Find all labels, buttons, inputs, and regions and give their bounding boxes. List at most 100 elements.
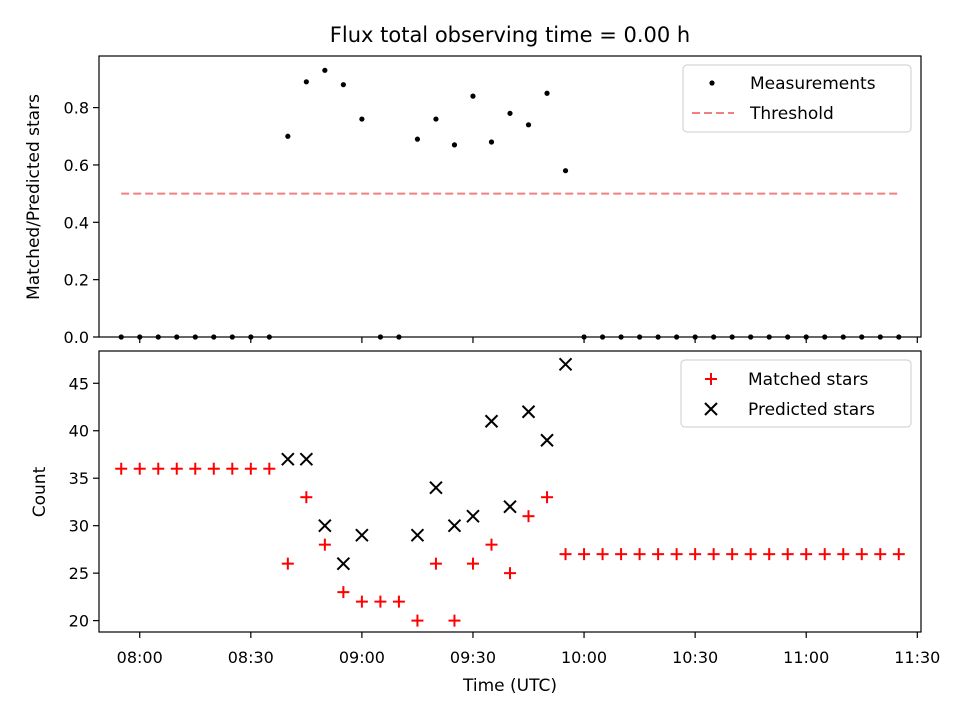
y-tick-label: 45 [69,374,89,393]
matched-star-point [263,462,276,475]
count-panel: 20 25 30 35 40 45 08:00 08:30 09:00 09:30 10:00 10… [30,350,940,696]
predicted-star-point [281,452,295,466]
x-tick-label: 10:30 [672,648,718,667]
predicted-star-point [558,357,573,371]
predicted-star-point [336,556,351,571]
count-legend-box [680,359,912,428]
ratio-panel-frame [98,55,922,338]
ratio-y-axis-label: Matched/Predicted stars [24,94,44,300]
count-marks [115,357,905,627]
measurement-point [507,110,513,116]
measurement-point [618,334,624,340]
y-tick-label: 35 [69,469,89,488]
measurement-point [711,334,717,340]
x-tick-label: 08:30 [228,648,274,667]
y-tick-label: 30 [69,517,89,536]
matched-star-point [244,462,257,475]
matched-star-point [189,462,202,475]
y-tick-label: 0.0 [64,328,89,347]
measurement-point [470,93,476,99]
matched-star-point [485,538,498,551]
measurement-point [174,334,180,340]
matched-star-point [541,491,554,504]
measurement-point [414,136,421,142]
matched-star-point [874,548,887,561]
matched-star-point [763,548,776,561]
predicted-star-point [521,405,536,419]
ratio-marks [118,67,902,340]
legend-matched-marker [705,373,717,385]
measurement-point [118,334,124,340]
measurement-point [303,79,309,85]
ratio-legend: Measurements Threshold [682,64,912,133]
measurement-point [396,334,402,340]
measurement-point [377,334,384,340]
matched-star-point [392,595,405,608]
matched-star-point [504,567,516,580]
measurement-point [785,334,791,340]
legend-matched-label: Matched stars [748,370,868,390]
legend-measurements-label: Measurements [750,74,876,94]
measurement-point [562,168,569,174]
x-tick-label: 10:00 [561,648,607,667]
measurement-point [359,116,365,122]
matched-star-point [207,462,220,475]
measurement-point [211,334,217,340]
y-tick-label: 0.4 [64,213,89,232]
count-legend: Matched stars Predicted stars [680,359,912,428]
count-x-ticks: 08:00 08:30 09:00 09:30 10:00 10:30 11:00 11:30 [117,632,940,667]
y-tick-label: 0.6 [64,156,89,175]
predicted-star-point [466,509,480,523]
matched-star-point [744,548,757,561]
matched-star-point [466,557,479,570]
predicted-star-point [503,499,517,514]
matched-star-point [374,595,387,608]
legend-predicted-label: Predicted stars [748,400,875,420]
measurement-point [285,133,291,139]
measurement-point [525,122,532,128]
x-tick-label: 08:00 [117,648,163,667]
measurement-point [266,334,272,340]
legend-predicted-marker [704,402,718,416]
predicted-star-point [429,480,443,495]
measurement-point [599,334,606,340]
matched-star-point [652,548,665,561]
x-tick-label: 09:30 [450,648,496,667]
measurement-point [433,116,439,122]
matched-star-point [818,548,831,561]
matched-star-point [448,614,461,627]
y-tick-label: 40 [69,422,89,441]
matched-star-point [115,462,128,475]
predicted-star-point [410,528,425,542]
measurement-point [155,334,161,340]
matched-star-point [689,548,702,561]
matched-star-point [892,548,905,561]
matched-star-point [596,548,609,561]
measurement-point [822,334,828,340]
y-tick-label: 0.8 [64,99,89,118]
matched-star-point [355,595,368,608]
chart-title: Flux total observing time = 0.00 h [330,23,690,47]
matched-star-point [300,491,313,504]
matched-star-point [800,548,813,561]
measurement-point [748,334,754,340]
predicted-star-point [484,414,499,428]
measurement-point [488,139,495,145]
x-axis-label: Time (UTC) [462,676,557,696]
predicted-star-point [355,528,369,542]
matched-star-point [615,548,628,561]
ratio-panel: 0.00.20.40.60.8 Matched/Predicted stars … [24,55,922,347]
matched-star-point [670,548,683,561]
ratio-legend-box [682,64,912,133]
matched-star-point [578,548,591,561]
measurement-point [840,334,846,340]
measurement-point [859,334,865,340]
predicted-star-point [447,518,462,533]
measurement-point [229,334,235,340]
measurement-point [322,67,328,73]
measurement-point [896,334,902,340]
ratio-y-ticks: 0.0 0.2 0.4 0.6 0.8 [64,99,99,347]
matched-star-point [633,548,646,561]
matched-star-point [429,557,442,570]
